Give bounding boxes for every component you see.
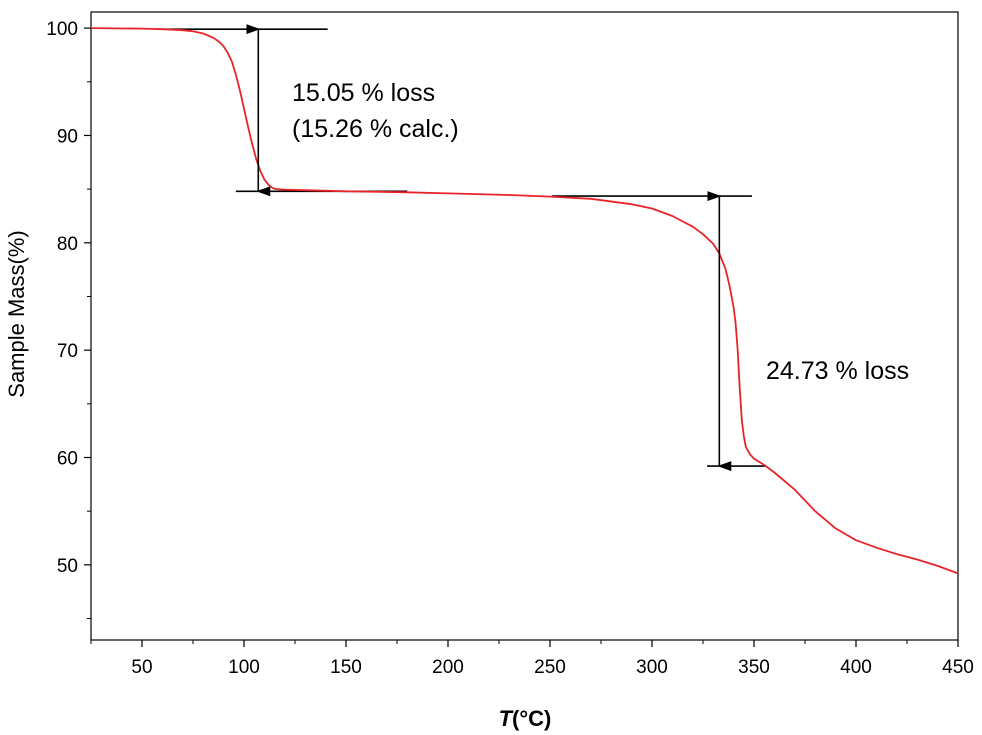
x-axis-title-symbol: T (499, 706, 514, 731)
y-tick-label-5: 100 (46, 19, 78, 40)
annotation-loss1-line2: (15.26 % calc.) (292, 115, 459, 143)
x-tick-label-6: 350 (738, 657, 770, 678)
x-tick-label-8: 450 (942, 657, 974, 678)
y-tick-label-3: 80 (57, 234, 78, 255)
series-line-0 (90, 27, 959, 575)
y-tick-label-4: 90 (57, 126, 78, 147)
y-tick-label-0: 50 (57, 556, 78, 577)
x-axis-title: T(°C) (499, 706, 552, 731)
x-tick-label-2: 150 (330, 657, 362, 678)
y-tick-label-2: 70 (57, 341, 78, 362)
x-axis-title-unit: (°C) (512, 706, 551, 731)
axis-ticks: 50 100 150 200 250 300 350 400 450 50 60 70 80 90 100 (46, 19, 974, 678)
annotation-loss2: 24.73 % loss (766, 357, 909, 385)
x-tick-label-1: 100 (228, 657, 260, 678)
x-tick-label-5: 300 (636, 657, 668, 678)
y-axis-title: Sample Mass(%) (4, 230, 29, 397)
annotation-loss1-line1: 15.05 % loss (292, 79, 435, 107)
x-tick-label-3: 200 (432, 657, 464, 678)
plot-frame (90, 11, 959, 641)
y-tick-label-1: 60 (57, 449, 78, 470)
x-tick-label-4: 250 (534, 657, 566, 678)
loss-arrows (246, 24, 732, 472)
x-tick-label-0: 50 (131, 657, 152, 678)
reference-lines (156, 28, 767, 467)
data-series (90, 27, 959, 575)
x-tick-label-7: 400 (840, 657, 872, 678)
